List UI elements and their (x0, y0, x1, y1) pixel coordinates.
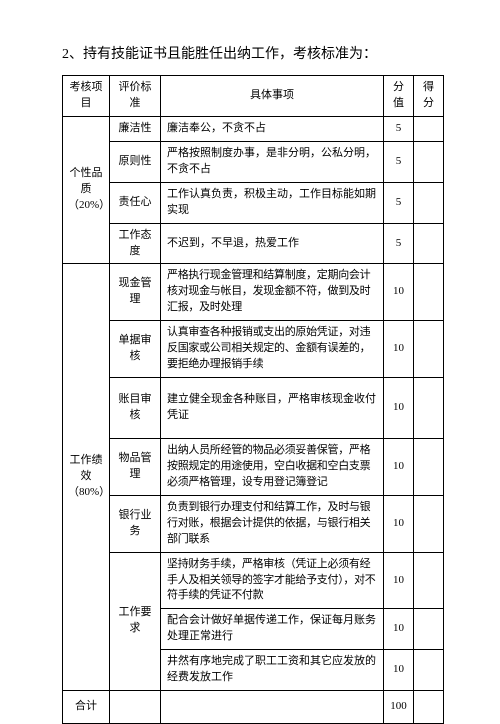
total-empty (161, 691, 384, 724)
detail-cell: 严格执行现金管理和结算制度，定期向会计核对现金与帐目，发现金额不符，做到及时汇报… (161, 264, 384, 321)
total-score (414, 691, 444, 724)
score-cell (414, 552, 444, 609)
score-cell (414, 182, 444, 223)
table-row: 单据审核 认真审查各种报销或支出的原始凭证，对违反国家或公司相关规定的、金额有误… (63, 321, 444, 378)
value-cell: 5 (384, 182, 414, 223)
score-cell (414, 223, 444, 264)
value-cell: 10 (384, 264, 414, 321)
standard-cell: 工作要求 (110, 552, 161, 691)
value-cell: 10 (384, 438, 414, 495)
total-empty (110, 691, 161, 724)
table-row: 个性品质（20%） 廉洁性 廉洁奉公，不贪不占 5 (63, 116, 444, 141)
header-score: 得分 (414, 76, 444, 117)
detail-cell: 严格按照制度办事，是非分明，公私分明，不贪不占 (161, 141, 384, 182)
value-cell: 10 (384, 378, 414, 439)
page-title: 2、持有技能证书且能胜任出纳工作，考核标准为： (62, 44, 444, 65)
standard-cell: 银行业务 (110, 495, 161, 552)
value-cell: 5 (384, 141, 414, 182)
score-cell (414, 321, 444, 378)
standard-cell: 账目审核 (110, 378, 161, 439)
standard-cell: 单据审核 (110, 321, 161, 378)
value-cell: 10 (384, 609, 414, 650)
value-cell: 10 (384, 495, 414, 552)
header-detail: 具体事项 (161, 76, 384, 117)
score-cell (414, 378, 444, 439)
detail-cell: 坚持财务手续，严格审核（凭证上必须有经手人及相关领导的签字才能给予支付），对不符… (161, 552, 384, 609)
total-label: 合计 (63, 691, 110, 724)
project-cell: 工作绩效（80%） (63, 264, 110, 691)
score-cell (414, 609, 444, 650)
detail-cell: 不迟到，不早退，热爱工作 (161, 223, 384, 264)
detail-cell: 配合会计做好单据传递工作，保证每月账务处理正常进行 (161, 609, 384, 650)
detail-cell: 认真审查各种报销或支出的原始凭证，对违反国家或公司相关规定的、金额有误差的，要拒… (161, 321, 384, 378)
detail-cell: 负责到银行办理支付和结算工作，及时与银行对账，根据会计提供的依据，与银行相关部门… (161, 495, 384, 552)
table-row: 账目审核 建立健全现金各种账目，严格审核现金收付凭证 10 (63, 378, 444, 439)
table-row: 工作要求 坚持财务手续，严格审核（凭证上必须有经手人及相关领导的签字才能给予支付… (63, 552, 444, 609)
standard-cell: 原则性 (110, 141, 161, 182)
header-standard: 评价标准 (110, 76, 161, 117)
header-value: 分值 (384, 76, 414, 117)
score-cell (414, 116, 444, 141)
score-cell (414, 264, 444, 321)
value-cell: 10 (384, 552, 414, 609)
assessment-table: 考核项目 评价标准 具体事项 分值 得分 个性品质（20%） 廉洁性 廉洁奉公，… (62, 75, 444, 724)
header-project: 考核项目 (63, 76, 110, 117)
value-cell: 10 (384, 650, 414, 691)
table-row: 银行业务 负责到银行办理支付和结算工作，及时与银行对账，根据会计提供的依据，与银… (63, 495, 444, 552)
score-cell (414, 141, 444, 182)
standard-cell: 廉洁性 (110, 116, 161, 141)
value-cell: 10 (384, 321, 414, 378)
detail-cell: 井然有序地完成了职工工资和其它应发放的经费发放工作 (161, 650, 384, 691)
standard-cell: 工作态度 (110, 223, 161, 264)
score-cell (414, 650, 444, 691)
table-row: 工作态度 不迟到，不早退，热爱工作 5 (63, 223, 444, 264)
detail-cell: 廉洁奉公，不贪不占 (161, 116, 384, 141)
total-row: 合计 100 (63, 691, 444, 724)
table-header-row: 考核项目 评价标准 具体事项 分值 得分 (63, 76, 444, 117)
detail-cell: 工作认真负责，积极主动，工作目标能如期实现 (161, 182, 384, 223)
score-cell (414, 495, 444, 552)
detail-cell: 建立健全现金各种账目，严格审核现金收付凭证 (161, 378, 384, 439)
score-cell (414, 438, 444, 495)
standard-cell: 物品管理 (110, 438, 161, 495)
table-row: 工作绩效（80%） 现金管理 严格执行现金管理和结算制度，定期向会计核对现金与帐… (63, 264, 444, 321)
value-cell: 5 (384, 223, 414, 264)
table-row: 物品管理 出纳人员所经管的物品必须妥善保管，严格按照规定的用途使用，空白收据和空… (63, 438, 444, 495)
detail-cell: 出纳人员所经管的物品必须妥善保管，严格按照规定的用途使用，空白收据和空白支票必须… (161, 438, 384, 495)
standard-cell: 现金管理 (110, 264, 161, 321)
total-value: 100 (384, 691, 414, 724)
table-row: 原则性 严格按照制度办事，是非分明，公私分明，不贪不占 5 (63, 141, 444, 182)
project-cell: 个性品质（20%） (63, 116, 110, 264)
standard-cell: 责任心 (110, 182, 161, 223)
value-cell: 5 (384, 116, 414, 141)
table-row: 责任心 工作认真负责，积极主动，工作目标能如期实现 5 (63, 182, 444, 223)
